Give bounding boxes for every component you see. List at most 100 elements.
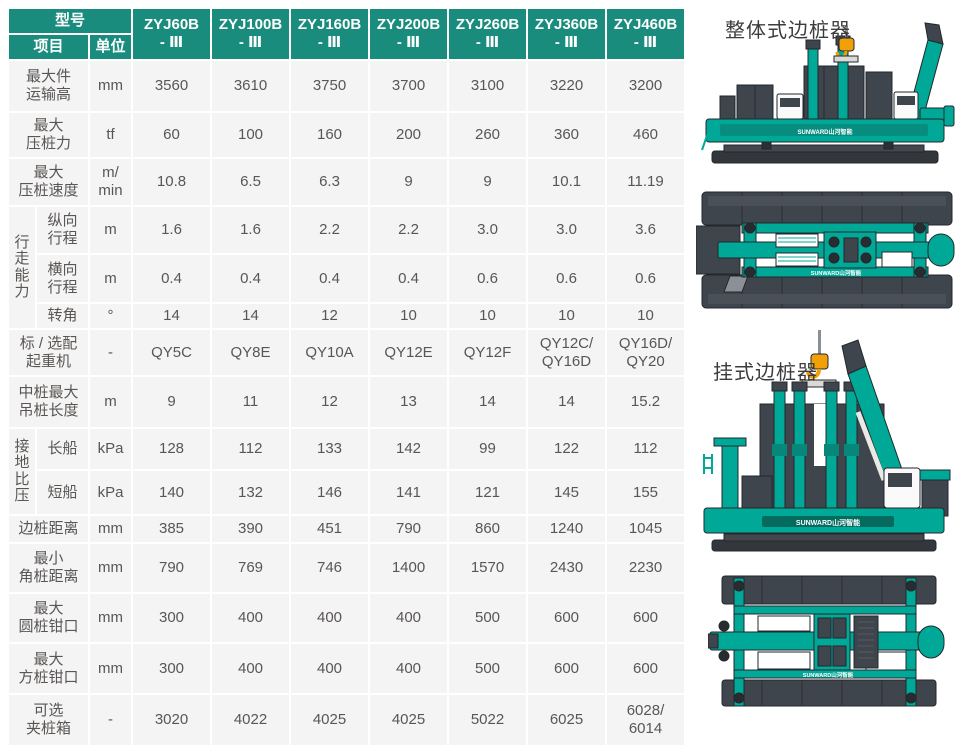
group-label-travel-ability: 行 走 能 力: [9, 207, 35, 328]
value-longitudinal-stroke-col2: 2.2: [291, 207, 368, 253]
value-optional-pile-clamp-box-col2: 4025: [291, 695, 368, 745]
value-lateral-stroke-col3: 0.4: [370, 255, 447, 302]
value-max-square-pile-jaw-col6: 600: [607, 644, 684, 693]
row-unit-lateral-stroke: m: [90, 255, 131, 302]
row-unit-max-center-pile-length: m: [90, 377, 131, 427]
spec-row-short-pontoon-pressure: 短船 kPa 140 132 146 141 121 145 155: [9, 471, 684, 514]
row-label-max-transport-height: 最大件 运输高: [9, 61, 88, 111]
value-side-pile-distance-col2: 451: [291, 516, 368, 542]
value-max-pressing-force-col2: 160: [291, 113, 368, 157]
value-max-pressing-force-col4: 260: [449, 113, 526, 157]
row-label-optional-pile-clamp-box: 可选 夹桩箱: [9, 695, 88, 745]
value-max-pressing-speed-col0: 10.8: [133, 159, 210, 205]
hanging-machine-figure: SUNWARD山河智能: [698, 328, 956, 552]
integral-machine-plan-figure: SUNWARD山河智能: [696, 190, 958, 310]
value-slew-angle-col5: 10: [528, 304, 605, 328]
model-header-1: ZYJ100B - Ⅲ: [212, 9, 289, 59]
unit-header-label: 单位: [90, 35, 131, 59]
row-label-side-pile-distance: 边桩距离: [9, 516, 88, 542]
value-long-pontoon-pressure-col6: 112: [607, 429, 684, 469]
spec-row-optional-pile-clamp-box: 可选 夹桩箱 -3020 4022 4025 4025 5022 6025 6028/ 601…: [9, 695, 684, 745]
value-side-pile-distance-col6: 1045: [607, 516, 684, 542]
value-short-pontoon-pressure-col3: 141: [370, 471, 447, 514]
value-side-pile-distance-col3: 790: [370, 516, 447, 542]
value-max-center-pile-length-col2: 12: [291, 377, 368, 427]
value-short-pontoon-pressure-col4: 121: [449, 471, 526, 514]
value-max-pressing-force-col1: 100: [212, 113, 289, 157]
value-max-transport-height-col2: 3750: [291, 61, 368, 111]
value-max-pressing-force-col0: 60: [133, 113, 210, 157]
row-unit-long-pontoon-pressure: kPa: [90, 429, 131, 469]
brand-text: SUNWARD山河智能: [803, 671, 854, 679]
row-label-max-pressing-force: 最大 压桩力: [9, 113, 88, 157]
value-max-pressing-force-col3: 200: [370, 113, 447, 157]
value-max-square-pile-jaw-col5: 600: [528, 644, 605, 693]
value-min-corner-pile-distance-col1: 769: [212, 544, 289, 592]
value-short-pontoon-pressure-col6: 155: [607, 471, 684, 514]
row-unit-max-round-pile-jaw: mm: [90, 594, 131, 642]
value-min-corner-pile-distance-col6: 2230: [607, 544, 684, 592]
value-lateral-stroke-col5: 0.6: [528, 255, 605, 302]
value-slew-angle-col3: 10: [370, 304, 447, 328]
item-header-label: 项目: [9, 35, 88, 59]
value-long-pontoon-pressure-col2: 133: [291, 429, 368, 469]
value-max-square-pile-jaw-col0: 300: [133, 644, 210, 693]
spec-row-min-corner-pile-distance: 最小 角桩距离 mm 790 769 746 1400 1570 2430 2230: [9, 544, 684, 592]
value-min-corner-pile-distance-col0: 790: [133, 544, 210, 592]
row-label-standard-optional-crane: 标 / 选配 起重机: [9, 330, 88, 375]
value-max-transport-height-col0: 3560: [133, 61, 210, 111]
press-column: [807, 47, 819, 120]
row-label-max-square-pile-jaw: 最大 方桩钳口: [9, 644, 88, 693]
value-min-corner-pile-distance-col3: 1400: [370, 544, 447, 592]
spec-row-side-pile-distance: 边桩距离 mm 385 390 451 790 860 1240 1045: [9, 516, 684, 542]
row-label-short-pontoon-pressure: 短船: [37, 471, 88, 514]
value-slew-angle-col6: 10: [607, 304, 684, 328]
value-max-center-pile-length-col0: 9: [133, 377, 210, 427]
value-max-pressing-speed-col5: 10.1: [528, 159, 605, 205]
value-max-center-pile-length-col3: 13: [370, 377, 447, 427]
spec-row-long-pontoon-pressure: 接 地 比 压长船 kPa 128 112 133 142 99 122 112: [9, 429, 684, 514]
model-header-2: ZYJ160B - Ⅲ: [291, 9, 368, 59]
spec-row-max-center-pile-length: 中桩最大 吊桩长度 m 9 11 12 13 14 14 15.2: [9, 377, 684, 427]
value-max-round-pile-jaw-col6: 600: [607, 594, 684, 642]
hanging-machine-side-view-illustration: SUNWARD山河智能: [703, 330, 951, 552]
brand-text: SUNWARD山河智能: [796, 518, 860, 527]
row-unit-max-transport-height: mm: [90, 61, 131, 111]
value-standard-optional-crane-col1: QY8E: [212, 330, 289, 375]
illustration-panel: SUNWARD山河智能: [696, 0, 960, 715]
value-standard-optional-crane-col6: QY16D/ QY20: [607, 330, 684, 375]
spec-row-max-pressing-force: 最大 压桩力 tf 60 100 160 200 260 360 460: [9, 113, 684, 157]
row-label-max-pressing-speed: 最大 压桩速度: [9, 159, 88, 205]
value-side-pile-distance-col4: 860: [449, 516, 526, 542]
row-unit-optional-pile-clamp-box: -: [90, 695, 131, 745]
row-label-longitudinal-stroke: 纵向 行程: [37, 207, 88, 253]
value-min-corner-pile-distance-col2: 746: [291, 544, 368, 592]
row-unit-max-pressing-speed: m/ min: [90, 159, 131, 205]
value-long-pontoon-pressure-col1: 112: [212, 429, 289, 469]
spec-row-max-round-pile-jaw: 最大 圆桩钳口 mm 300 400 400 400 500 600 600: [9, 594, 684, 642]
value-optional-pile-clamp-box-col4: 5022: [449, 695, 526, 745]
value-max-transport-height-col6: 3200: [607, 61, 684, 111]
value-short-pontoon-pressure-col1: 132: [212, 471, 289, 514]
value-optional-pile-clamp-box-col6: 6028/ 6014: [607, 695, 684, 745]
value-long-pontoon-pressure-col5: 122: [528, 429, 605, 469]
value-optional-pile-clamp-box-col0: 3020: [133, 695, 210, 745]
value-max-transport-height-col4: 3100: [449, 61, 526, 111]
value-standard-optional-crane-col2: QY10A: [291, 330, 368, 375]
value-short-pontoon-pressure-col5: 145: [528, 471, 605, 514]
value-long-pontoon-pressure-col0: 128: [133, 429, 210, 469]
value-longitudinal-stroke-col3: 2.2: [370, 207, 447, 253]
row-unit-standard-optional-crane: -: [90, 330, 131, 375]
value-max-transport-height-col5: 3220: [528, 61, 605, 111]
value-optional-pile-clamp-box-col1: 4022: [212, 695, 289, 745]
model-header-3: ZYJ200B - Ⅲ: [370, 9, 447, 59]
value-short-pontoon-pressure-col0: 140: [133, 471, 210, 514]
integral-machine-side-view-illustration: SUNWARD山河智能: [701, 22, 955, 164]
value-lateral-stroke-col2: 0.4: [291, 255, 368, 302]
row-label-max-center-pile-length: 中桩最大 吊桩长度: [9, 377, 88, 427]
header-row-bottom: 项目 单位: [9, 35, 684, 59]
spec-sheet-page: 型号 ZYJ60B - Ⅲ ZYJ100B - Ⅲ ZYJ160B - Ⅲ ZYJ20…: [9, 0, 960, 745]
row-label-slew-angle: 转角: [37, 304, 88, 328]
value-lateral-stroke-col0: 0.4: [133, 255, 210, 302]
value-max-center-pile-length-col4: 14: [449, 377, 526, 427]
